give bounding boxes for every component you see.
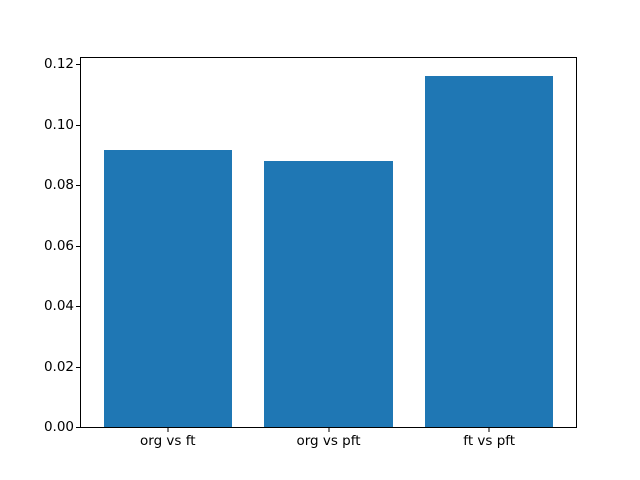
y-tick-mark	[76, 64, 80, 66]
y-tick-label: 0.04	[43, 298, 74, 315]
plot-area	[80, 57, 577, 428]
x-tick-mark	[167, 428, 169, 432]
y-tick-mark	[76, 124, 80, 126]
bar-org-vs-pft	[264, 161, 393, 427]
x-tick-mark	[328, 428, 329, 432]
y-tick-mark	[76, 306, 80, 308]
y-tick-label: 0.00	[43, 419, 74, 435]
x-tick-label: org vs ft	[140, 433, 196, 449]
x-tick-label: org vs pft	[296, 433, 361, 449]
x-tick-label: ft vs pft	[463, 433, 516, 449]
y-tick-mark	[76, 245, 80, 247]
y-tick-label: 0.02	[43, 358, 74, 375]
y-tick-label: 0.10	[43, 116, 74, 133]
y-tick-mark	[76, 185, 80, 187]
bar-ft-vs-pft	[424, 75, 554, 427]
y-tick-mark	[76, 366, 80, 368]
x-tick-mark	[488, 428, 490, 432]
bar-org-vs-ft	[103, 150, 233, 427]
y-tick-mark	[76, 427, 80, 428]
y-tick-label: 0.06	[43, 237, 74, 254]
y-tick-label: 0.12	[43, 56, 74, 73]
y-tick-label: 0.08	[43, 177, 74, 194]
